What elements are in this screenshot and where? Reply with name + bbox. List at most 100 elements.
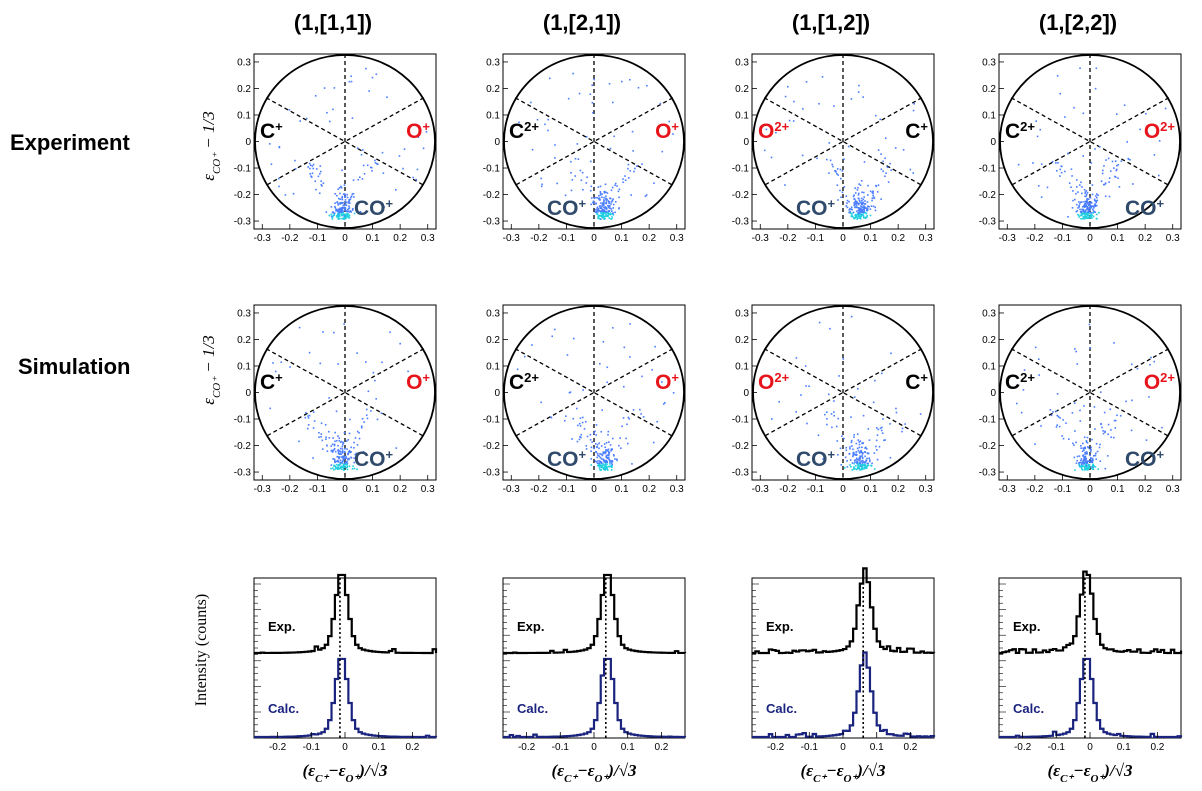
- data-point: [1090, 448, 1092, 451]
- data-point: [866, 465, 868, 468]
- sector-line: [1010, 97, 1170, 186]
- data-point: [346, 208, 349, 211]
- data-point: [1129, 158, 1131, 161]
- data-point: [312, 427, 315, 429]
- data-point: [880, 198, 882, 200]
- data-point: [1086, 460, 1089, 463]
- data-point: [1164, 107, 1167, 110]
- data-point: [869, 208, 872, 210]
- data-point: [318, 192, 321, 195]
- data-point: [858, 207, 860, 210]
- x-tick-label: 0.1: [366, 233, 380, 244]
- data-point: [1093, 206, 1095, 209]
- data-point: [603, 460, 606, 462]
- data-point: [599, 469, 602, 471]
- data-point: [858, 443, 861, 446]
- data-point: [1086, 462, 1089, 464]
- x-tick-label: 0: [342, 742, 348, 753]
- data-point: [365, 361, 367, 363]
- data-point: [859, 207, 861, 209]
- data-point: [850, 416, 852, 418]
- data-point: [566, 354, 569, 356]
- data-point: [629, 170, 632, 172]
- data-point: [852, 453, 855, 456]
- x-tick-label: 0.1: [1111, 484, 1125, 495]
- data-point: [613, 454, 615, 457]
- data-point: [609, 205, 611, 207]
- data-point: [307, 415, 309, 417]
- data-point: [1110, 429, 1112, 431]
- ion-label-right: O+: [406, 119, 430, 144]
- data-point: [600, 458, 603, 460]
- data-point: [604, 183, 607, 186]
- data-point: [1090, 205, 1093, 207]
- data-point: [606, 198, 608, 201]
- data-point: [1086, 452, 1088, 454]
- y-axis-title-experiment: εCO⁺ − 1/3: [199, 111, 223, 181]
- data-point: [330, 213, 332, 216]
- data-point: [346, 463, 348, 466]
- data-point: [603, 196, 605, 199]
- data-point: [348, 207, 351, 209]
- data-point: [641, 163, 643, 165]
- data-point: [1081, 450, 1084, 452]
- data-point: [1148, 396, 1150, 398]
- y-tick-label: -0.1: [732, 415, 750, 426]
- data-point: [1130, 429, 1133, 432]
- data-point: [863, 467, 865, 470]
- data-point: [612, 212, 614, 214]
- data-point: [1078, 201, 1080, 203]
- data-point: [1109, 170, 1112, 172]
- data-point: [311, 172, 314, 175]
- data-point: [599, 185, 602, 188]
- data-point: [600, 445, 603, 447]
- data-point: [617, 190, 620, 193]
- data-point: [861, 457, 864, 460]
- data-point: [335, 439, 338, 442]
- radial-plot-experiment-3: -0.3-0.3-0.2-0.2-0.1-0.1000.10.10.20.20.…: [732, 53, 935, 244]
- data-point: [593, 78, 595, 81]
- data-point: [612, 101, 614, 104]
- data-point: [826, 417, 828, 420]
- data-point: [1105, 159, 1107, 161]
- data-point: [1078, 214, 1080, 217]
- data-point: [600, 210, 603, 213]
- data-point: [1081, 212, 1083, 215]
- y-tick-label: -0.3: [732, 468, 750, 479]
- data-point: [644, 195, 647, 198]
- data-point: [1114, 427, 1117, 429]
- data-point: [1092, 205, 1095, 207]
- data-point: [338, 463, 340, 466]
- data-point: [864, 200, 866, 202]
- data-point: [600, 215, 603, 218]
- y-axis-title: εCO⁺ − 1/3: [199, 111, 223, 181]
- data-point: [846, 466, 849, 468]
- data-point: [345, 217, 347, 220]
- data-point: [1084, 192, 1087, 195]
- data-point: [278, 177, 280, 180]
- data-point: [902, 149, 905, 151]
- data-point: [341, 213, 344, 216]
- data-point: [337, 468, 339, 471]
- data-point: [593, 197, 596, 200]
- data-point: [605, 459, 608, 462]
- data-point: [862, 459, 864, 462]
- data-point: [1077, 213, 1079, 216]
- data-point: [1081, 186, 1083, 188]
- data-point: [571, 438, 573, 440]
- data-point: [861, 468, 863, 471]
- data-point: [808, 385, 810, 387]
- data-point: [307, 417, 310, 419]
- data-point: [605, 441, 608, 444]
- x-tick-label: 0: [1087, 233, 1093, 244]
- ion-label-right: O2+: [1144, 370, 1176, 395]
- data-point: [1085, 461, 1088, 464]
- exp-label: Exp.: [1013, 619, 1040, 634]
- data-point: [597, 464, 599, 467]
- data-point: [1090, 201, 1092, 203]
- data-point: [1075, 350, 1078, 353]
- data-point: [606, 463, 608, 466]
- data-point: [857, 459, 860, 461]
- data-point: [1085, 465, 1088, 467]
- data-point: [1073, 106, 1075, 109]
